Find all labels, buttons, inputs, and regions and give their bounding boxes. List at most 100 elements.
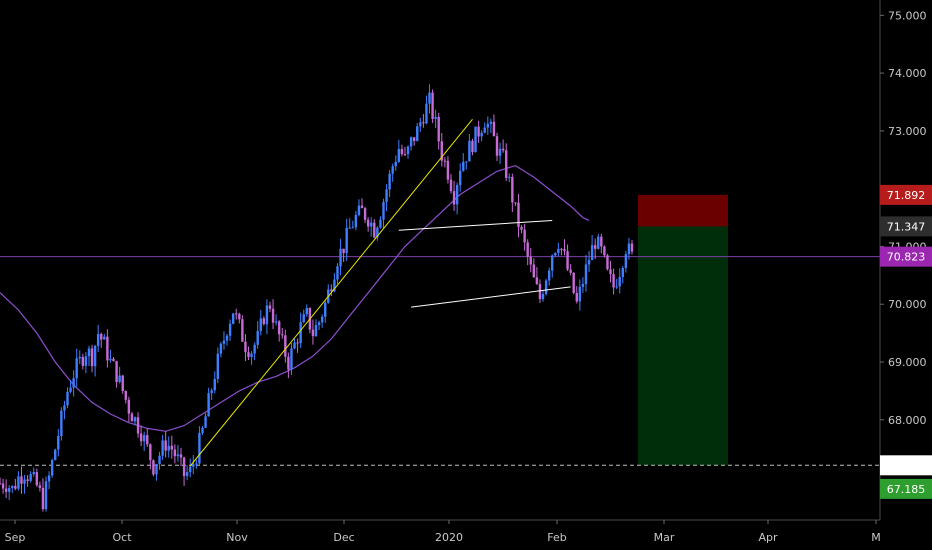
price-tick-label: 70.000 (888, 298, 927, 311)
candle-body (569, 269, 572, 273)
price-tick-label: 69.000 (888, 356, 927, 369)
candle-body (106, 336, 109, 361)
candle-body (354, 214, 358, 228)
price-tag-label: 71.892 (887, 189, 926, 202)
candle-body (32, 472, 35, 475)
candle-body (23, 479, 26, 484)
candle-body (216, 353, 220, 379)
candle-body (587, 260, 591, 265)
price-tags: 71.892 71.347 70.823 67.212 67.185 (880, 184, 932, 499)
candle-body (20, 476, 23, 484)
candle-body (351, 227, 355, 229)
candle-body (492, 121, 496, 137)
price-tick-label: 75.000 (888, 9, 927, 22)
candle-body (428, 92, 431, 104)
candle-body (376, 227, 379, 238)
candle-body (262, 318, 266, 325)
candle-body (508, 176, 511, 178)
candle-body (60, 410, 63, 436)
candle-body (483, 127, 486, 133)
price-tag (880, 455, 932, 476)
candle-body (4, 488, 8, 492)
candle-body (526, 242, 529, 257)
candle-body (317, 322, 321, 326)
flag-upper-line[interactable] (398, 219, 553, 231)
candle-body (231, 313, 235, 324)
candle-body (158, 455, 161, 465)
candle-body (440, 141, 443, 161)
candle-body (50, 460, 54, 476)
candle-body (593, 245, 597, 249)
candle-body (225, 335, 229, 341)
candle-body (630, 243, 634, 252)
candle-body (173, 449, 177, 457)
candle-body (47, 475, 51, 482)
candle-body (578, 286, 582, 302)
candle-body (78, 356, 81, 359)
candles (0, 84, 634, 512)
candle-body (167, 445, 170, 451)
candle-body (480, 132, 483, 137)
candle-body (103, 336, 106, 340)
candle-body (363, 208, 367, 220)
candle-body (520, 227, 523, 230)
take-profit-zone[interactable] (638, 226, 728, 466)
candle-body (146, 435, 149, 445)
candle-body (87, 348, 91, 357)
rising-trendline[interactable] (189, 119, 473, 467)
candle-body (333, 279, 336, 292)
candle-body (324, 302, 327, 317)
candle-body (532, 264, 536, 278)
candle-body (155, 464, 158, 475)
candle-body (290, 348, 293, 370)
candle-body (575, 293, 578, 302)
candle-body (112, 358, 115, 362)
candle-body (268, 305, 272, 309)
time-tick-label: 2020 (435, 531, 463, 544)
candle-body (320, 316, 324, 323)
candle-body (554, 252, 557, 256)
candle-body (517, 202, 520, 228)
candle-body (419, 122, 422, 127)
candle-body (256, 331, 259, 345)
candle-body (471, 140, 474, 153)
trendlines[interactable] (189, 119, 571, 467)
candle-body (606, 255, 609, 270)
candle-body (63, 405, 66, 411)
candle-body (118, 375, 121, 383)
candle-body (551, 255, 554, 271)
candle-body (618, 276, 621, 287)
candle-body (139, 433, 143, 442)
candle-body (446, 160, 450, 180)
horizontal-lines (0, 256, 880, 466)
candle-body (207, 393, 210, 417)
time-axis[interactable]: Sep Oct Nov Dec 2020 Feb Mar Apr M (0, 519, 881, 544)
candle-body (563, 249, 566, 252)
candle-body (26, 479, 29, 481)
candle-body (152, 460, 155, 475)
time-tick-label: Sep (5, 531, 26, 544)
price-tick-label: 74.000 (888, 67, 927, 80)
time-tick-label: Nov (226, 531, 248, 544)
stop-loss-zone[interactable] (638, 194, 728, 227)
candle-body (388, 173, 391, 190)
price-tag-label: 71.347 (887, 220, 926, 233)
candle-body (465, 161, 468, 163)
price-tick-label: 68.000 (888, 414, 927, 427)
candle-body (115, 361, 118, 383)
time-tick-label: Feb (547, 531, 566, 544)
candle-body (149, 444, 152, 461)
position-zones (638, 194, 728, 466)
candle-body (41, 487, 45, 510)
candle-body (274, 321, 278, 323)
candle-body (474, 126, 477, 153)
candle-body (452, 191, 456, 205)
price-tag-label: 70.823 (887, 251, 926, 264)
candle-body (136, 417, 140, 434)
price-tag (880, 216, 932, 237)
candle-body (590, 245, 594, 261)
candle-body (366, 219, 370, 227)
candle-body (449, 179, 453, 192)
flag-lower-line[interactable] (411, 286, 571, 308)
